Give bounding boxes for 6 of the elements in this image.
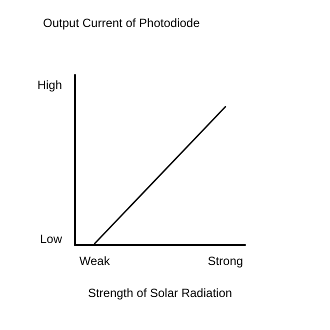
x-axis-title: Strength of Solar Radiation: [88, 286, 232, 300]
text: High: [37, 78, 62, 92]
text: Low: [40, 232, 62, 246]
x-tick-label: Strong: [208, 254, 244, 268]
chart-title: Output Current of Photodiode: [43, 16, 200, 30]
x-tick-label: Weak: [79, 254, 111, 268]
